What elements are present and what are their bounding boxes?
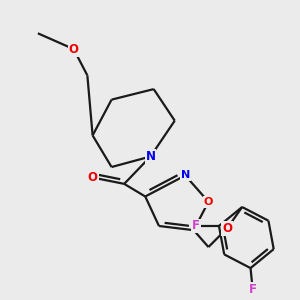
Text: O: O bbox=[222, 222, 233, 235]
Text: F: F bbox=[249, 283, 257, 296]
Text: N: N bbox=[146, 150, 155, 163]
Text: O: O bbox=[204, 197, 213, 207]
Text: O: O bbox=[69, 43, 79, 56]
Text: N: N bbox=[181, 170, 190, 180]
Text: O: O bbox=[88, 171, 98, 184]
Text: F: F bbox=[192, 220, 200, 232]
